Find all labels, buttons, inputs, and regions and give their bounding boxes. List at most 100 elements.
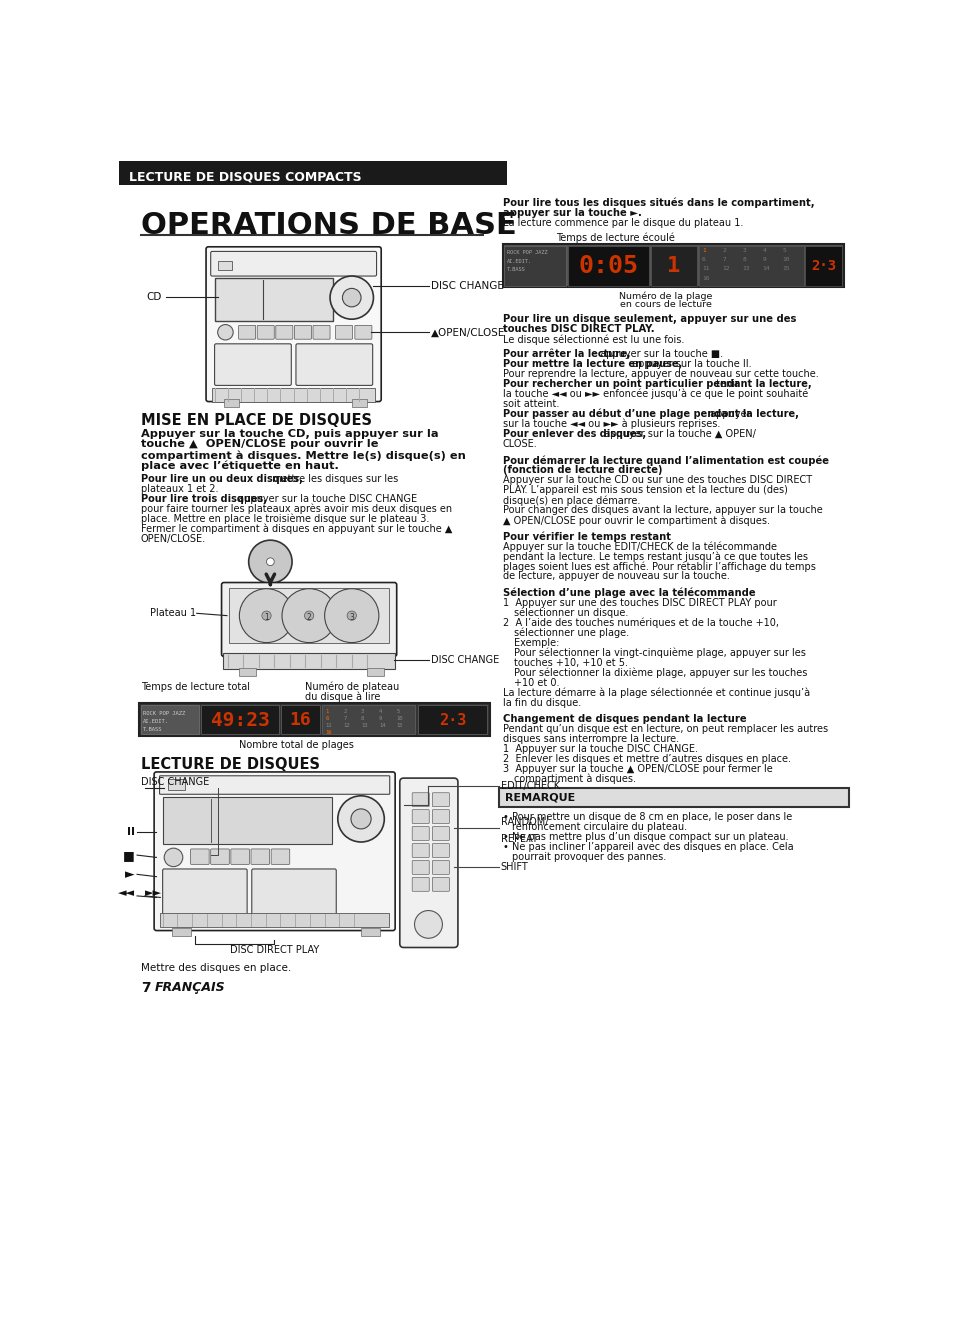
- Text: Pour passer au début d’une plage pendant la lecture,: Pour passer au début d’une plage pendant…: [502, 409, 798, 419]
- Text: 8: 8: [360, 716, 364, 721]
- Text: Pour lire un ou deux disques,: Pour lire un ou deux disques,: [141, 474, 302, 484]
- FancyBboxPatch shape: [223, 653, 395, 669]
- Text: 13: 13: [741, 266, 749, 272]
- Text: 2·3: 2·3: [810, 260, 836, 273]
- Text: Pour arrêter la lecture,: Pour arrêter la lecture,: [502, 349, 630, 360]
- Text: 0:05: 0:05: [578, 254, 638, 278]
- FancyBboxPatch shape: [650, 246, 697, 286]
- Text: ►: ►: [125, 868, 134, 880]
- Text: pourrait provoquer des pannes.: pourrait provoquer des pannes.: [512, 851, 666, 862]
- Text: PLAY. L’appareil est mis sous tension et la lecture du (des): PLAY. L’appareil est mis sous tension et…: [502, 486, 787, 495]
- Text: la fin du disque.: la fin du disque.: [502, 697, 580, 708]
- Text: +10 et 0.: +10 et 0.: [514, 677, 559, 688]
- Circle shape: [342, 289, 360, 306]
- Text: 13: 13: [360, 723, 367, 728]
- Text: ROCK POP JAZZ: ROCK POP JAZZ: [506, 250, 547, 256]
- Text: 12: 12: [343, 723, 350, 728]
- FancyBboxPatch shape: [271, 848, 290, 864]
- Text: (fonction de lecture directe): (fonction de lecture directe): [502, 466, 661, 475]
- Text: Pour lire tous les disques situés dans le compartiment,: Pour lire tous les disques situés dans l…: [502, 198, 814, 207]
- FancyBboxPatch shape: [502, 244, 843, 288]
- Text: Pour changer des disques avant la lecture, appuyer sur la touche: Pour changer des disques avant la lectur…: [502, 506, 821, 515]
- Text: appuyer sur la touche II.: appuyer sur la touche II.: [629, 359, 751, 369]
- Text: Pour lire trois disques,: Pour lire trois disques,: [141, 494, 267, 504]
- Text: en cours de lecture: en cours de lecture: [619, 300, 711, 309]
- Circle shape: [324, 589, 378, 642]
- Text: REPEAT: REPEAT: [500, 835, 537, 844]
- Text: 8: 8: [741, 257, 745, 262]
- Text: sélectionner une plage.: sélectionner une plage.: [514, 628, 629, 638]
- Text: • Ne pas incliner l’appareil avec des disques en place. Cela: • Ne pas incliner l’appareil avec des di…: [502, 842, 793, 851]
- Text: La lecture commence par le disque du plateau 1.: La lecture commence par le disque du pla…: [502, 218, 742, 229]
- Text: 9: 9: [761, 257, 765, 262]
- Text: appuyer sur la touche DISC CHANGE: appuyer sur la touche DISC CHANGE: [235, 494, 417, 504]
- Text: mettre les disques sur les: mettre les disques sur les: [269, 474, 397, 484]
- Text: 1: 1: [667, 257, 680, 277]
- Text: 2  A l’aide des touches numériques et de la touche +10,: 2 A l’aide des touches numériques et de …: [502, 618, 778, 628]
- Text: Temps de lecture total: Temps de lecture total: [141, 682, 250, 692]
- Text: renfoncement circulaire du plateau.: renfoncement circulaire du plateau.: [512, 822, 686, 832]
- Text: Pour lire un disque seulement, appuyer sur une des: Pour lire un disque seulement, appuyer s…: [502, 314, 796, 324]
- Text: 5: 5: [781, 248, 785, 253]
- FancyBboxPatch shape: [322, 705, 415, 735]
- Text: SHIFT: SHIFT: [500, 862, 528, 871]
- FancyBboxPatch shape: [224, 399, 239, 407]
- Text: place. Mettre en place le troisième disque sur le plateau 3.: place. Mettre en place le troisième disq…: [141, 514, 429, 524]
- FancyBboxPatch shape: [412, 843, 429, 858]
- Text: Mettre des disques en place.: Mettre des disques en place.: [141, 963, 291, 973]
- Text: Le disque sélectionné est lu une fois.: Le disque sélectionné est lu une fois.: [502, 334, 683, 345]
- Text: compartiment à disques. Mettre le(s) disque(s) en: compartiment à disques. Mettre le(s) dis…: [141, 450, 465, 460]
- Text: sélectionner un disque.: sélectionner un disque.: [514, 607, 628, 618]
- Text: 4: 4: [378, 709, 382, 713]
- Text: ▲ OPEN/CLOSE pour ouvrir le compartiment à disques.: ▲ OPEN/CLOSE pour ouvrir le compartiment…: [502, 515, 769, 526]
- Text: OPERATIONS DE BASE: OPERATIONS DE BASE: [141, 210, 517, 240]
- Text: la touche ◄◄ ou ►► enfoncée jusqu’à ce que le point souhaité: la touche ◄◄ ou ►► enfoncée jusqu’à ce q…: [502, 389, 807, 399]
- Text: Numéro de la plage: Numéro de la plage: [618, 292, 712, 301]
- Text: plages soient lues est affiché. Pour rétablir l’affichage du temps: plages soient lues est affiché. Pour rét…: [502, 562, 815, 571]
- FancyBboxPatch shape: [239, 668, 256, 676]
- Text: Pendant qu’un disque est en lecture, on peut remplacer les autres: Pendant qu’un disque est en lecture, on …: [502, 724, 827, 733]
- FancyBboxPatch shape: [412, 878, 429, 891]
- Text: Pour mettre la lecture en pause,: Pour mettre la lecture en pause,: [502, 359, 681, 369]
- Text: • Pour mettre un disque de 8 cm en place, le poser dans le: • Pour mettre un disque de 8 cm en place…: [502, 812, 791, 822]
- FancyBboxPatch shape: [498, 788, 848, 807]
- FancyBboxPatch shape: [163, 796, 332, 844]
- Text: 3: 3: [741, 248, 745, 253]
- Text: Appuyer sur la touche CD, puis appuyer sur la: Appuyer sur la touche CD, puis appuyer s…: [141, 428, 438, 439]
- Text: CD: CD: [147, 292, 162, 302]
- FancyBboxPatch shape: [191, 848, 209, 864]
- Text: II: II: [127, 827, 134, 838]
- FancyBboxPatch shape: [214, 344, 291, 385]
- FancyBboxPatch shape: [352, 399, 367, 407]
- FancyBboxPatch shape: [412, 809, 429, 823]
- FancyBboxPatch shape: [215, 277, 333, 321]
- Text: Temps de lecture écoulé: Temps de lecture écoulé: [556, 233, 674, 244]
- FancyBboxPatch shape: [313, 325, 330, 340]
- FancyBboxPatch shape: [162, 868, 247, 917]
- Text: RANDOM/: RANDOM/: [500, 816, 547, 827]
- Text: 4: 4: [761, 248, 765, 253]
- FancyBboxPatch shape: [139, 704, 489, 736]
- FancyBboxPatch shape: [238, 325, 255, 340]
- FancyBboxPatch shape: [412, 827, 429, 840]
- Text: 15: 15: [396, 723, 403, 728]
- FancyBboxPatch shape: [211, 848, 229, 864]
- FancyBboxPatch shape: [432, 843, 449, 858]
- Text: plateaux 1 et 2.: plateaux 1 et 2.: [141, 484, 218, 494]
- FancyBboxPatch shape: [251, 848, 270, 864]
- Text: 5: 5: [396, 709, 399, 713]
- Text: de lecture, appuyer de nouveau sur la touche.: de lecture, appuyer de nouveau sur la to…: [502, 571, 729, 581]
- Text: pendant la lecture. Le temps restant jusqu’à ce que toutes les: pendant la lecture. Le temps restant jus…: [502, 551, 807, 562]
- Text: 7: 7: [343, 716, 346, 721]
- Text: Appuyer sur la touche CD ou sur une des touches DISC DIRECT: Appuyer sur la touche CD ou sur une des …: [502, 475, 811, 486]
- FancyBboxPatch shape: [159, 776, 390, 795]
- Circle shape: [330, 276, 373, 320]
- Text: 10: 10: [781, 257, 789, 262]
- FancyBboxPatch shape: [412, 792, 429, 807]
- Text: DISC CHANGE: DISC CHANGE: [141, 776, 209, 787]
- Text: DISC DIRECT PLAY: DISC DIRECT PLAY: [230, 945, 318, 955]
- Text: ROCK POP JAZZ: ROCK POP JAZZ: [143, 710, 185, 716]
- Text: appuyer sur la touche ►.: appuyer sur la touche ►.: [502, 207, 641, 218]
- FancyBboxPatch shape: [160, 913, 389, 927]
- Text: du disque à lire: du disque à lire: [305, 692, 380, 701]
